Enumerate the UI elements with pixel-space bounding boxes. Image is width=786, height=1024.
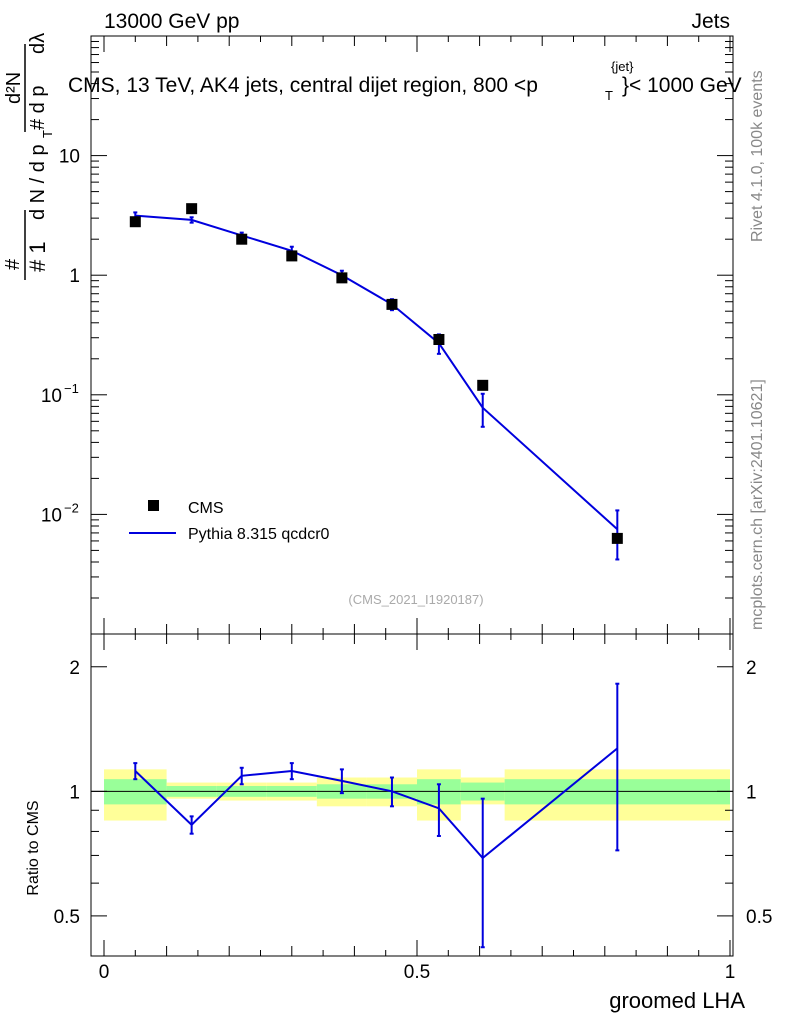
x-tick-labels: 0 0.5 1 [99,962,736,983]
title-text-start: CMS, 13 TeV, AK4 jets, central dijet reg… [68,74,538,97]
y-tick-label-exponent: −1 [64,381,79,396]
x-tick-label: 0 [99,962,110,983]
side-label-bottom: mcplots.cern.ch [arXiv:2401.10621] [749,379,766,630]
ratio-y-tick-label-left: 2 [69,658,80,679]
legend-mc-label: Pythia 8.315 qcdcr0 [188,526,330,543]
cms-data-point [386,298,398,310]
cms-data-point [286,250,298,262]
legend-cms-label: CMS [188,500,224,517]
plot-title: CMS, 13 TeV, AK4 jets, central dijet reg… [68,59,742,103]
cms-data-point [336,272,348,284]
main-frame [90,35,734,635]
ratio-y-tick-label-right: 2 [746,658,757,679]
legend: CMS Pythia 8.315 qcdcr0 [129,500,330,543]
title-text-end: }< 1000 GeV [622,74,742,97]
cms-data-point [477,379,489,391]
cms-data-point [186,203,198,215]
cms-data-point [129,216,141,228]
data-points-layer [129,203,623,544]
ylabel-numerator-prefix: # 1 [25,241,50,272]
ratio-axis-ticks [91,634,733,957]
x-axis-label: groomed LHA [609,988,745,1013]
header-left: 13000 GeV pp [104,10,239,33]
ratio-y-axis-label: Ratio to CMS [25,800,42,895]
ratio-frame [90,633,734,957]
mc-curve-line [135,214,618,531]
uncertainty-band-layer [104,769,730,821]
header-right: Jets [691,10,730,33]
ylabel-second-fraction: # d p [27,86,49,130]
legend-cms-marker [148,500,159,511]
x-tick-label: 1 [725,962,736,983]
ratio-y-tick-label-left: 1 [69,782,80,803]
x-tick-label: 0.5 [404,962,430,983]
ratio-y-tick-labels: 0.5 0.5 1 1 2 2 [54,658,773,928]
y-tick-label: 10 [41,386,62,407]
ratio-y-tick-label-left: 0.5 [54,907,80,928]
main-axis-ticks [91,36,733,635]
analysis-watermark: (CMS_2021_I1920187) [348,592,483,607]
cms-data-point [611,532,623,544]
y-tick-label: 1 [69,266,80,287]
ylabel-d2N: d²N [3,72,25,104]
ratio-curve-layer [133,682,620,949]
cms-data-point [433,333,445,345]
title-sub-T: T [605,88,613,103]
y-tick-label: 10 [59,147,80,168]
y-tick-label-exponent: −2 [64,500,79,515]
ylabel-hash: # [2,258,24,270]
y-tick-label: 10 [41,505,62,526]
ratio-plot-panel: 0.5 0.51 12 2 0 0.5 1 [54,633,773,983]
ratio-y-tick-label-right: 0.5 [746,907,772,928]
ratio-y-tick-label-right: 1 [746,782,757,803]
ylabel-sub-T: T [40,130,55,138]
ylabel-denominator: d N / d p [27,144,49,220]
y-axis-label: # 1 d N / d p T # # d p dλ d²N [2,33,55,280]
cms-data-point [236,233,248,245]
ylabel-dlambda: dλ [27,33,49,54]
title-sup-jet: {jet} [611,59,634,74]
side-label-top: Rivet 4.1.0, 100k events [749,70,766,242]
